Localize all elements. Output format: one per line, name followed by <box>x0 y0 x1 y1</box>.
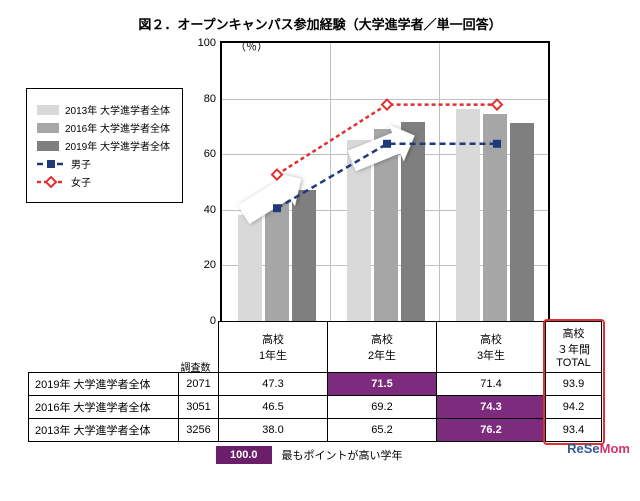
data-cell: 65.2 <box>328 419 437 442</box>
legend-label: 2019年 大学進学者全体 <box>65 138 170 153</box>
ytick-label: 80 <box>204 93 216 105</box>
legend-item: 2016年 大学進学者全体 <box>37 120 170 135</box>
survey-count-label: 調査数 <box>181 359 211 374</box>
category-header: 高校2年生 <box>328 322 437 373</box>
survey-count: 3256 <box>179 419 219 442</box>
legend-item: 2019年 大学進学者全体 <box>37 138 170 153</box>
data-cell: 71.5 <box>328 373 437 396</box>
data-cell: 71.4 <box>437 373 546 396</box>
legend-item: 男子 <box>37 156 170 171</box>
total-header: 高校３年間TOTAL <box>546 322 602 373</box>
data-cell: 74.3 <box>437 396 546 419</box>
legend-box: 2013年 大学進学者全体 2016年 大学進学者全体 2019年 大学進学者全体男… <box>26 88 183 203</box>
bar <box>238 215 262 321</box>
watermark-part1: ReSe <box>567 441 600 456</box>
data-cell: 69.2 <box>328 396 437 419</box>
legend-item: 2013年 大学進学者全体 <box>37 102 170 117</box>
bar <box>483 114 507 321</box>
table-row: 2013年 大学進学者全体325638.065.276.293.4 <box>29 419 602 442</box>
legend-label: 2013年 大学進学者全体 <box>65 102 170 117</box>
chart-plot-area: 020406080100 <box>220 41 550 321</box>
row-label: 2019年 大学進学者全体 <box>29 373 179 396</box>
watermark-part2: Mom <box>600 441 630 456</box>
legend-line-swatch <box>37 176 65 188</box>
legend-line-swatch <box>37 158 65 170</box>
ytick-label: 40 <box>204 204 216 216</box>
data-cell: 76.2 <box>437 419 546 442</box>
bar-group <box>440 43 548 321</box>
ytick-label: 20 <box>204 259 216 271</box>
total-cell: 94.2 <box>546 396 602 419</box>
bar-group <box>331 43 440 321</box>
total-cell: 93.9 <box>546 373 602 396</box>
data-cell: 46.5 <box>219 396 328 419</box>
bar <box>292 190 316 321</box>
legend-label: 男子 <box>71 156 91 171</box>
row-label: 2013年 大学進学者全体 <box>29 419 179 442</box>
ytick-label: 60 <box>204 148 216 160</box>
data-table-wrap: 高校1年生高校2年生高校3年生高校３年間TOTAL2019年 大学進学者全体20… <box>0 321 640 442</box>
legend-swatch <box>37 141 59 151</box>
survey-count: 2071 <box>179 373 219 396</box>
data-cell: 47.3 <box>219 373 328 396</box>
legend-swatch <box>37 105 59 115</box>
ytick-label: 100 <box>198 37 216 49</box>
data-cell: 38.0 <box>219 419 328 442</box>
legend-label: 2016年 大学進学者全体 <box>65 120 170 135</box>
figure-container: 図２．オープンキャンパス参加経験（大学進学者／単一回答） （％） 2013年 大… <box>0 0 640 464</box>
footer-note: 最もポイントが高い学年 <box>282 447 403 463</box>
category-header: 高校3年生 <box>437 322 546 373</box>
total-cell: 93.4 <box>546 419 602 442</box>
legend-item: 女子 <box>37 174 170 189</box>
legend-swatch <box>37 123 59 133</box>
category-header: 高校1年生 <box>219 322 328 373</box>
bar <box>510 123 534 321</box>
row-label: 2016年 大学進学者全体 <box>29 396 179 419</box>
watermark: ReSeMom <box>567 441 630 456</box>
table-row: 2016年 大学進学者全体305146.569.274.394.2 <box>29 396 602 419</box>
bar <box>456 109 480 321</box>
figure-title: 図２．オープンキャンパス参加経験（大学進学者／単一回答） <box>0 0 640 41</box>
survey-count: 3051 <box>179 396 219 419</box>
data-table: 高校1年生高校2年生高校3年生高校３年間TOTAL2019年 大学進学者全体20… <box>28 321 602 442</box>
legend-label: 女子 <box>71 174 91 189</box>
table-row: 2019年 大学進学者全体207147.371.571.493.9 <box>29 373 602 396</box>
footer-badge: 100.0 <box>216 446 272 464</box>
